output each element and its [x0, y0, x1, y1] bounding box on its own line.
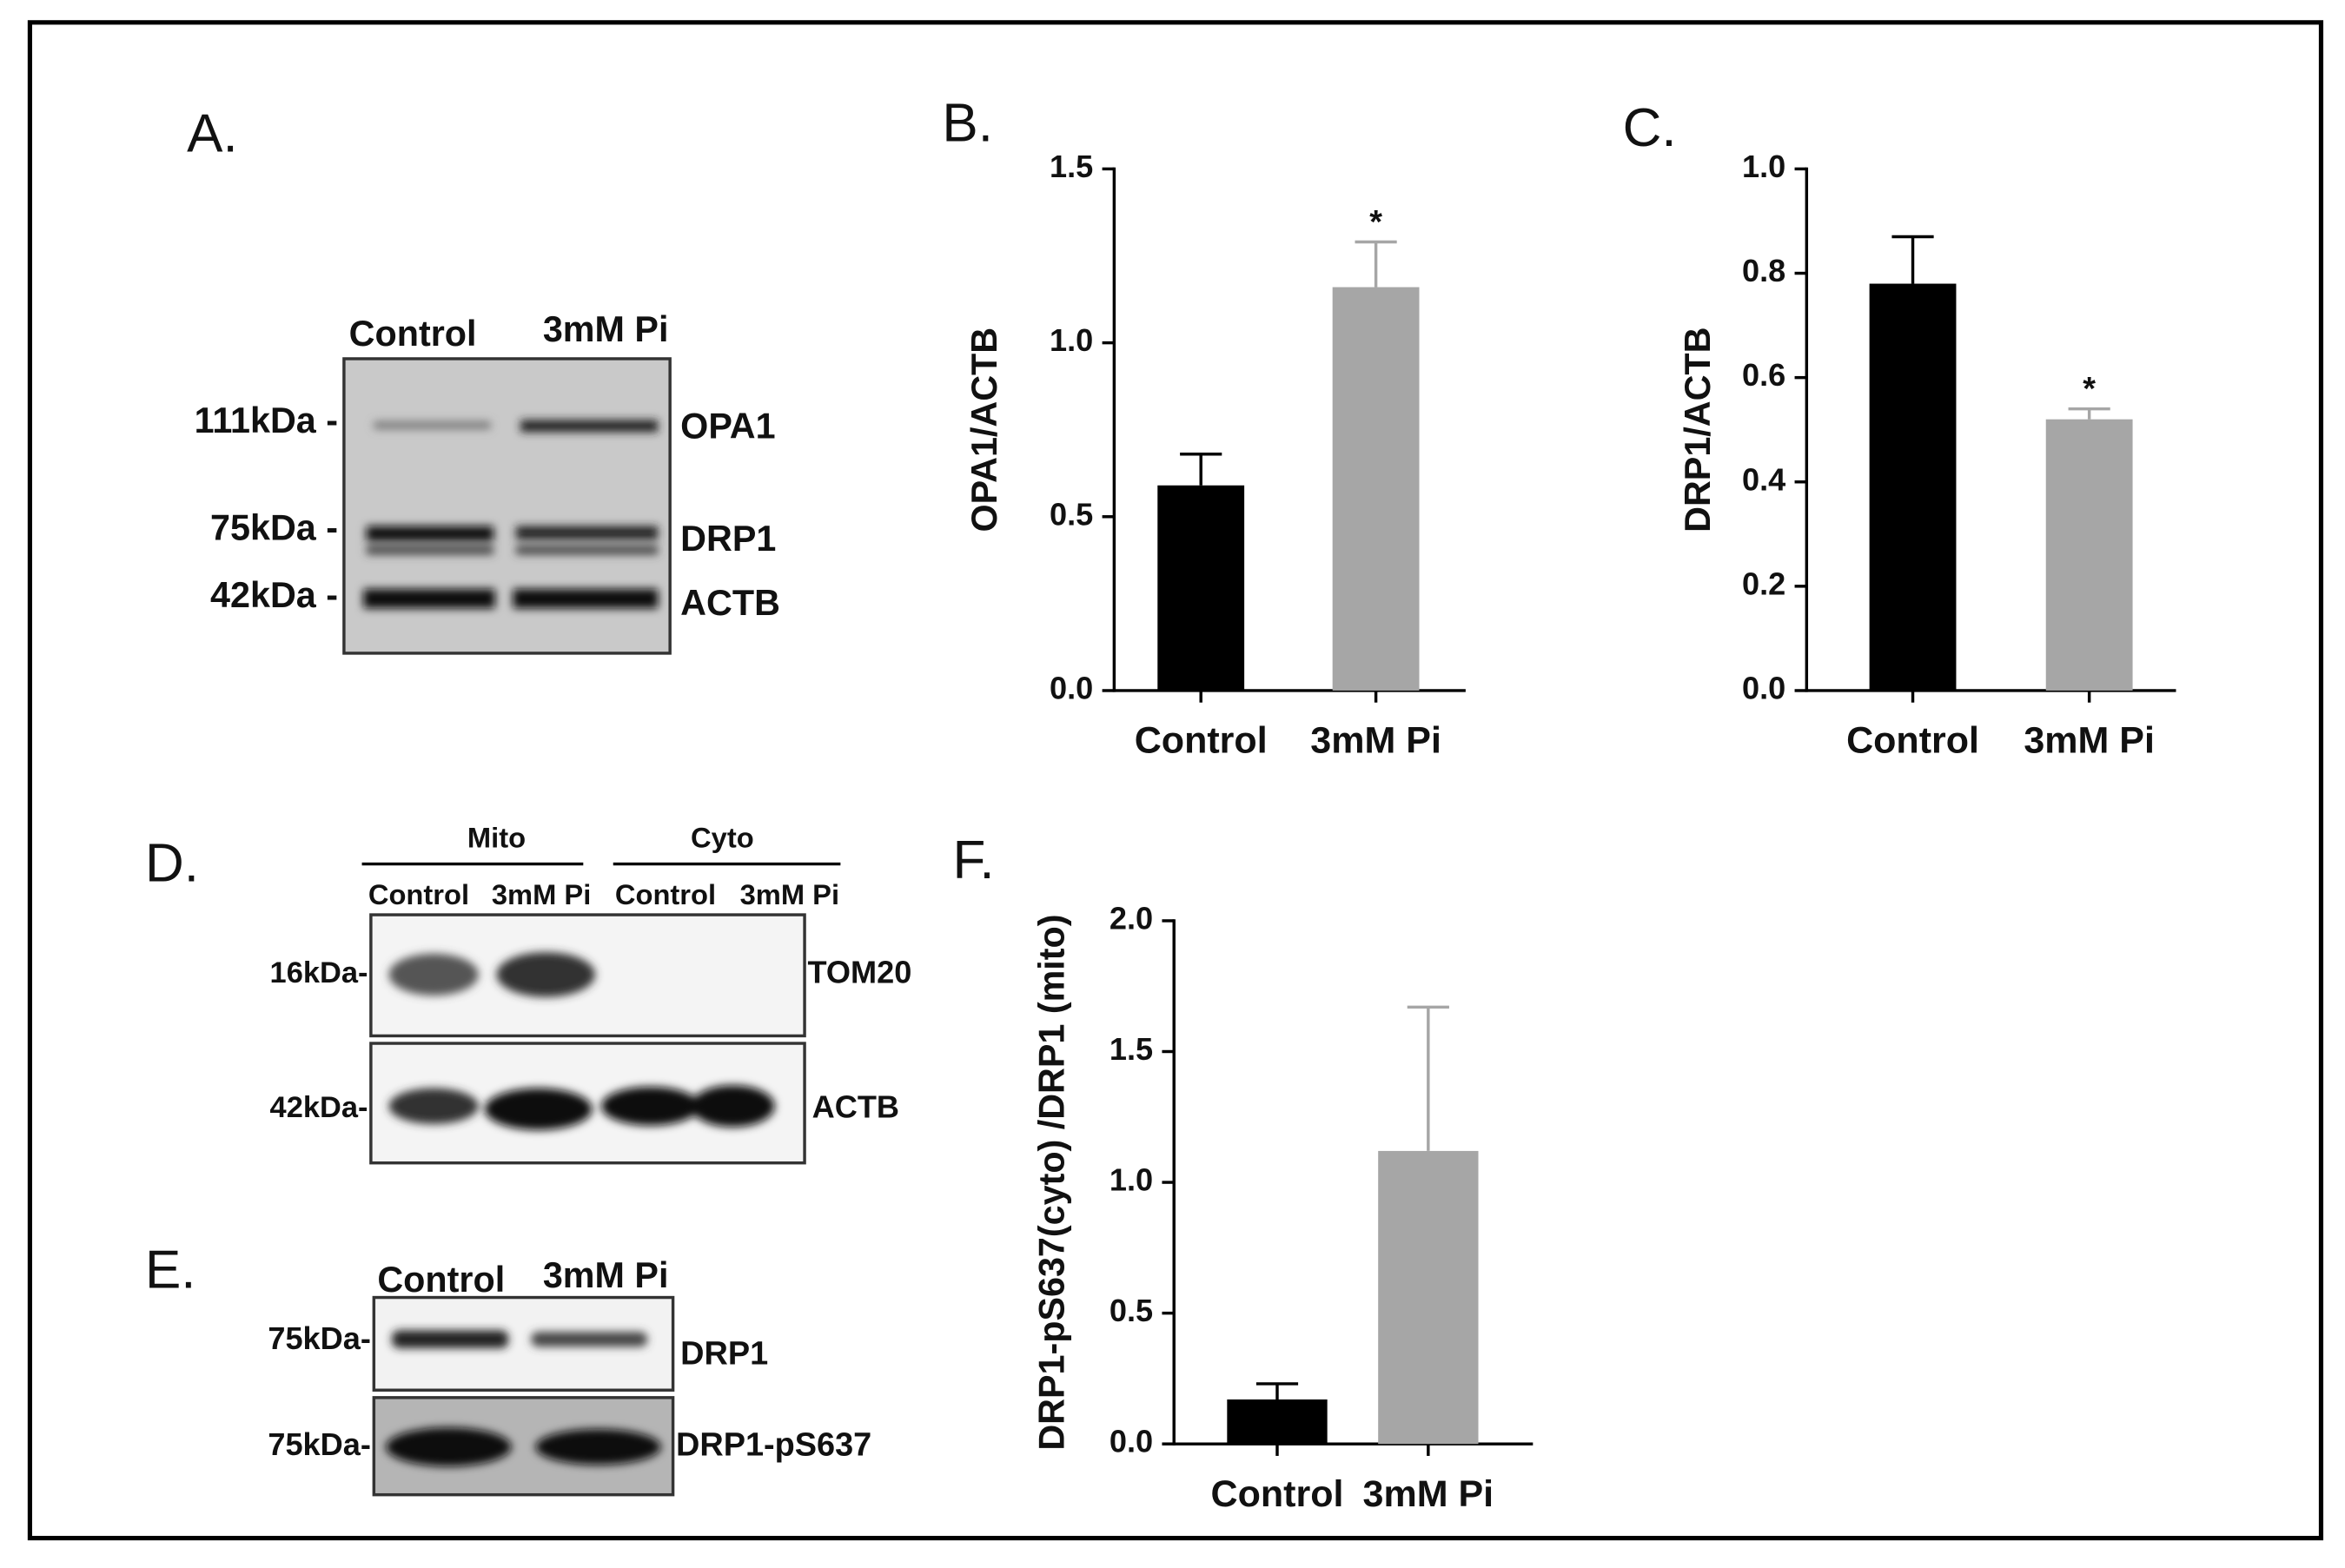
y-tick-label: 0.5 [1110, 1293, 1153, 1328]
protein-label: ACTB [680, 583, 780, 623]
y-tick-label: 0.0 [1110, 1424, 1153, 1459]
protein-label: TOM20 [808, 954, 912, 989]
group-label: Cyto [691, 822, 754, 854]
y-axis-label: OPA1/ACTB [964, 327, 1004, 533]
bands [363, 420, 659, 609]
bar [1378, 1150, 1479, 1445]
bar [1157, 485, 1245, 691]
bar [1332, 287, 1420, 691]
x-tick-label: Control [1211, 1473, 1344, 1515]
marker-label: 75kDa - [210, 508, 338, 548]
x-tick-label: Control [1135, 720, 1268, 762]
protein-label: DRP1 [680, 519, 776, 559]
panel-label: A. [187, 104, 238, 164]
marker-label: 75kDa- [268, 1426, 371, 1462]
lane-label: Control [349, 314, 477, 354]
panel-label: B. [942, 94, 993, 154]
protein-label: DRP1-pS637 [676, 1427, 871, 1464]
blot [342, 357, 672, 655]
y-tick-label: 1.0 [1742, 149, 1785, 184]
lane-label: Control [368, 878, 469, 910]
y-tick-label: 0.8 [1742, 253, 1785, 288]
panel-label: E. [145, 1240, 196, 1300]
y-tick-label: 1.0 [1110, 1162, 1153, 1198]
panel-label: C. [1623, 98, 1677, 158]
y-tick-label: 1.5 [1050, 149, 1093, 184]
group-label: Mito [467, 822, 526, 854]
bands [388, 952, 775, 1130]
bands [386, 1330, 661, 1466]
significance-label: * [2083, 371, 2096, 407]
lane-label: 3mM Pi [492, 878, 591, 910]
bar [2045, 419, 2133, 691]
protein-label: OPA1 [680, 407, 775, 447]
y-tick-label: 0.4 [1742, 461, 1785, 497]
marker-label: 75kDa- [268, 1320, 371, 1356]
bar [1227, 1399, 1328, 1445]
x-tick-label: 3mM Pi [1310, 720, 1441, 762]
y-axis-label: DRP1-pS637(cyto) /DRP1 (mito) [1031, 914, 1071, 1450]
marker-label: 16kDa- [270, 956, 368, 989]
y-tick-label: 0.0 [1742, 671, 1785, 706]
lane-label: 3mM Pi [543, 309, 669, 349]
marker-label: 111kDa - [195, 400, 338, 440]
x-tick-label: 3mM Pi [1363, 1473, 1494, 1515]
panel-label: F. [952, 830, 994, 890]
marker-label: 42kDa- [270, 1091, 368, 1124]
significance-label: * [1369, 204, 1382, 241]
panel-label: D. [145, 833, 199, 893]
marker-label: 42kDa - [210, 575, 338, 615]
protein-label: ACTB [812, 1088, 899, 1124]
y-tick-label: 0.0 [1050, 671, 1093, 706]
y-tick-label: 0.6 [1742, 357, 1785, 393]
lane-label: 3mM Pi [740, 878, 839, 910]
y-tick-label: 1.0 [1050, 322, 1093, 358]
y-tick-label: 0.2 [1742, 566, 1785, 601]
y-tick-label: 2.0 [1110, 900, 1153, 936]
y-tick-label: 1.5 [1110, 1031, 1153, 1067]
lane-label: Control [377, 1260, 505, 1300]
protein-label: DRP1 [680, 1336, 768, 1373]
y-tick-label: 0.5 [1050, 496, 1093, 532]
x-tick-label: Control [1846, 720, 1979, 762]
y-axis-label: DRP1/ACTB [1678, 327, 1718, 533]
x-tick-label: 3mM Pi [2024, 720, 2155, 762]
lane-label: 3mM Pi [543, 1255, 669, 1295]
lane-label: Control [615, 878, 716, 910]
bar [1869, 283, 1957, 691]
